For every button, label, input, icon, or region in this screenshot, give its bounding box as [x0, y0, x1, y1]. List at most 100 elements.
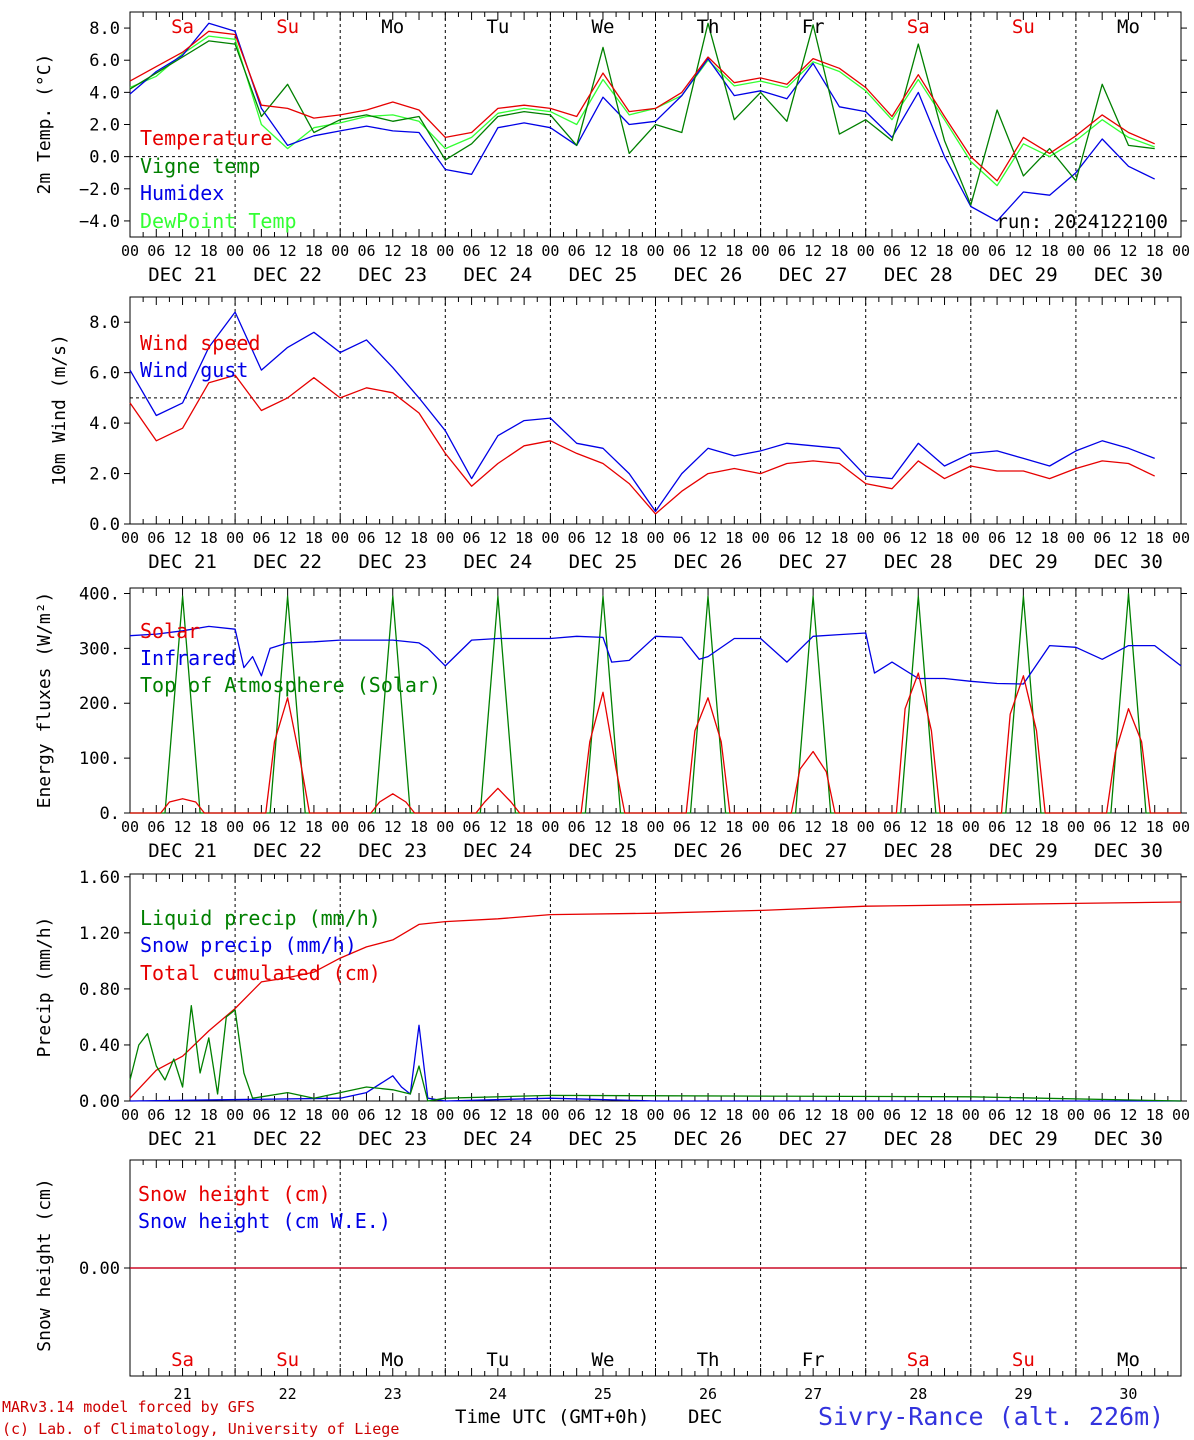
x-hour-label: 12	[699, 529, 717, 547]
x-hour-label: 12	[489, 529, 507, 547]
x-hour-label: 18	[1146, 242, 1164, 260]
x-hour-label: 12	[909, 1106, 927, 1124]
x-hour-label: 18	[725, 818, 743, 836]
panel-1	[124, 11, 1187, 238]
day-number-label: 30	[1119, 1385, 1137, 1403]
weekday-label: We	[592, 16, 615, 38]
x-hour-label: 06	[357, 818, 375, 836]
x-hour-label: 18	[1146, 529, 1164, 547]
x-hour-label: 18	[1041, 242, 1059, 260]
date-label: DEC 29	[989, 1128, 1058, 1150]
x-hour-label: 00	[541, 242, 559, 260]
date-label: DEC 29	[989, 551, 1058, 573]
x-hour-label: 12	[804, 818, 822, 836]
legend-entry: Vigne temp	[140, 154, 260, 178]
x-hour-label: 06	[463, 1106, 481, 1124]
x-hour-label: 12	[1119, 818, 1137, 836]
date-label: DEC 27	[779, 1128, 848, 1150]
weekday-label: Su	[276, 16, 299, 38]
x-hour-label: 12	[804, 242, 822, 260]
x-hour-label: 18	[830, 242, 848, 260]
day-number-label: 21	[174, 1385, 192, 1403]
x-hour-label: 00	[962, 1106, 980, 1124]
date-label: DEC 28	[884, 551, 953, 573]
date-label: DEC 21	[148, 840, 217, 862]
date-label: DEC 24	[464, 551, 533, 573]
y-tick-label: 400.	[79, 584, 120, 604]
x-hour-label: 12	[384, 1106, 402, 1124]
x-hour-label: 00	[226, 1106, 244, 1124]
x-hour-label: 12	[909, 242, 927, 260]
x-hour-label: 00	[646, 242, 664, 260]
x-hour-label: 06	[1093, 242, 1111, 260]
x-hour-label: 18	[410, 242, 428, 260]
x-hour-label: 18	[1146, 818, 1164, 836]
y-axis-label: 10m Wind (m/s)	[49, 334, 70, 486]
x-hour-label: 00	[1067, 1106, 1085, 1124]
y-tick-label: 8.0	[89, 19, 120, 39]
weekday-label: Su	[1012, 16, 1035, 38]
panel-2	[124, 296, 1187, 525]
x-hour-label: 06	[673, 1106, 691, 1124]
legend-entry: Solar	[140, 619, 200, 643]
day-number-label: 24	[489, 1385, 507, 1403]
series-line	[129, 311, 1155, 513]
legend-entry: Wind speed	[140, 331, 260, 355]
x-hour-label: 00	[1172, 529, 1190, 547]
date-label: DEC 30	[1094, 264, 1163, 286]
x-hour-label: 18	[305, 529, 323, 547]
x-hour-label: 06	[252, 1106, 270, 1124]
y-tick-label: 0.80	[79, 980, 120, 1000]
legend-entry: Snow height (cm W.E.)	[138, 1209, 391, 1233]
y-tick-label: 6.0	[89, 51, 120, 71]
x-hour-label: 18	[515, 242, 533, 260]
x-hour-label: 12	[594, 1106, 612, 1124]
x-hour-label: 00	[541, 818, 559, 836]
x-hour-label: 06	[568, 1106, 586, 1124]
x-hour-label: 00	[857, 529, 875, 547]
x-hour-label: 00	[857, 818, 875, 836]
legend-entry: DewPoint Temp	[140, 209, 297, 233]
x-hour-label: 00	[1067, 818, 1085, 836]
x-hour-label: 06	[1093, 818, 1111, 836]
series-line	[129, 374, 1155, 515]
y-tick-label: 1.60	[79, 868, 120, 888]
date-label: DEC 21	[148, 551, 217, 573]
x-hour-label: 18	[1146, 1106, 1164, 1124]
y-axis-label: Snow height (cm)	[34, 1178, 55, 1351]
x-hour-label: 06	[1093, 529, 1111, 547]
x-hour-label: 00	[541, 529, 559, 547]
date-label: DEC 25	[569, 840, 638, 862]
series-line	[130, 672, 1181, 814]
x-hour-label: 12	[909, 529, 927, 547]
x-hour-label: 18	[410, 818, 428, 836]
date-label: DEC 24	[464, 840, 533, 862]
y-tick-label: 0.0	[89, 515, 120, 535]
x-hour-label: 06	[1093, 1106, 1111, 1124]
x-hour-label: 06	[883, 242, 901, 260]
y-tick-label: −4.0	[79, 212, 120, 232]
x-hour-label: 00	[121, 818, 139, 836]
x-hour-label: 18	[305, 1106, 323, 1124]
x-hour-label: 00	[646, 1106, 664, 1124]
day-number-label: 29	[1014, 1385, 1032, 1403]
series-line	[129, 1024, 1181, 1102]
x-hour-label: 12	[1014, 529, 1032, 547]
x-hour-label: 12	[279, 818, 297, 836]
x-hour-label: 00	[1067, 242, 1085, 260]
date-label: DEC 27	[779, 551, 848, 573]
x-hour-label: 00	[1172, 242, 1190, 260]
series-line	[129, 625, 1182, 685]
x-hour-label: 06	[778, 1106, 796, 1124]
legend-entry: Temperature	[140, 126, 272, 150]
x-hour-label: 18	[620, 1106, 638, 1124]
panel-5	[124, 1159, 1187, 1377]
x-hour-label: 12	[1119, 529, 1137, 547]
x-hour-label: 06	[988, 818, 1006, 836]
x-hour-label: 12	[279, 242, 297, 260]
y-axis-label: Precip (mm/h)	[34, 917, 55, 1058]
date-label: DEC 22	[253, 264, 322, 286]
x-hour-label: 00	[857, 1106, 875, 1124]
x-hour-label: 00	[962, 529, 980, 547]
